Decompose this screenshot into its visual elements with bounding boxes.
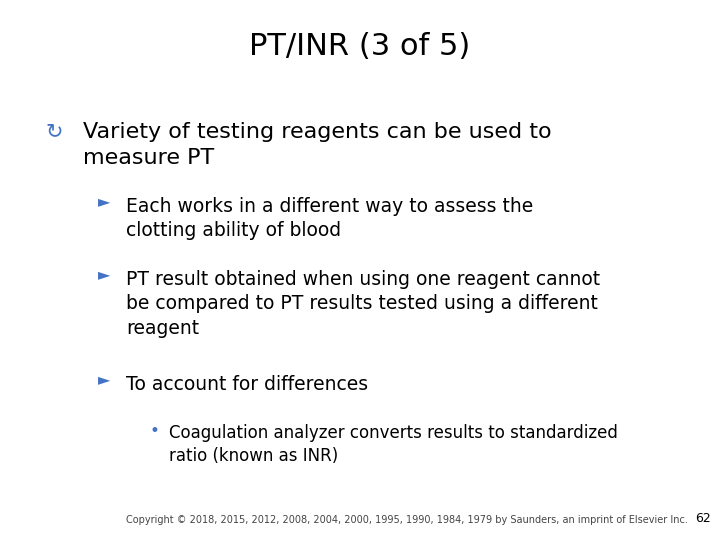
- Text: ↻: ↻: [45, 122, 63, 141]
- Text: To account for differences: To account for differences: [126, 375, 368, 394]
- Text: Each works in a different way to assess the
clotting ability of blood: Each works in a different way to assess …: [126, 197, 534, 240]
- Text: Variety of testing reagents can be used to
measure PT: Variety of testing reagents can be used …: [83, 122, 552, 168]
- Text: ►: ►: [98, 373, 111, 388]
- Text: Copyright © 2018, 2015, 2012, 2008, 2004, 2000, 1995, 1990, 1984, 1979 by Saunde: Copyright © 2018, 2015, 2012, 2008, 2004…: [126, 515, 688, 525]
- Text: 62: 62: [695, 512, 711, 525]
- Text: PT result obtained when using one reagent cannot
be compared to PT results teste: PT result obtained when using one reagen…: [126, 270, 600, 338]
- Text: Coagulation analyzer converts results to standardized
ratio (known as INR): Coagulation analyzer converts results to…: [169, 424, 618, 465]
- Text: •: •: [150, 422, 160, 440]
- Text: PT/INR (3 of 5): PT/INR (3 of 5): [249, 32, 471, 62]
- Text: ►: ►: [98, 267, 111, 282]
- Text: ►: ►: [98, 194, 111, 210]
